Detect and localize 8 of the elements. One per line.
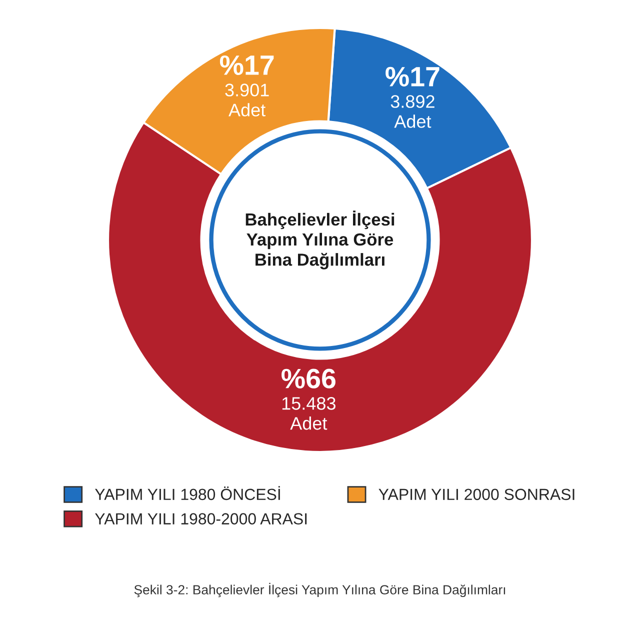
- data-label: %17 3.901 Adet: [220, 55, 274, 116]
- text: Bahçelievler İlçesi Yapım Yılına Göre Bina Dağılımları: [246, 210, 394, 270]
- legend-label: YAPIM YILI 2000 SONRASI: [378, 488, 574, 500]
- legend-label: YAPIM YILI 1980-2000 ARASI: [94, 513, 307, 524]
- data-label: %17 3.892 Adet: [386, 66, 440, 128]
- text: Şekil 3-2: Bahçelievler İlçesi Yapım Yılına Göre Bina Dağılımları: [134, 582, 506, 598]
- data-label: %66 15.483 Adet: [282, 368, 336, 430]
- legend-label: YAPIM YILI 1980 ÖNCESİ: [94, 486, 280, 500]
